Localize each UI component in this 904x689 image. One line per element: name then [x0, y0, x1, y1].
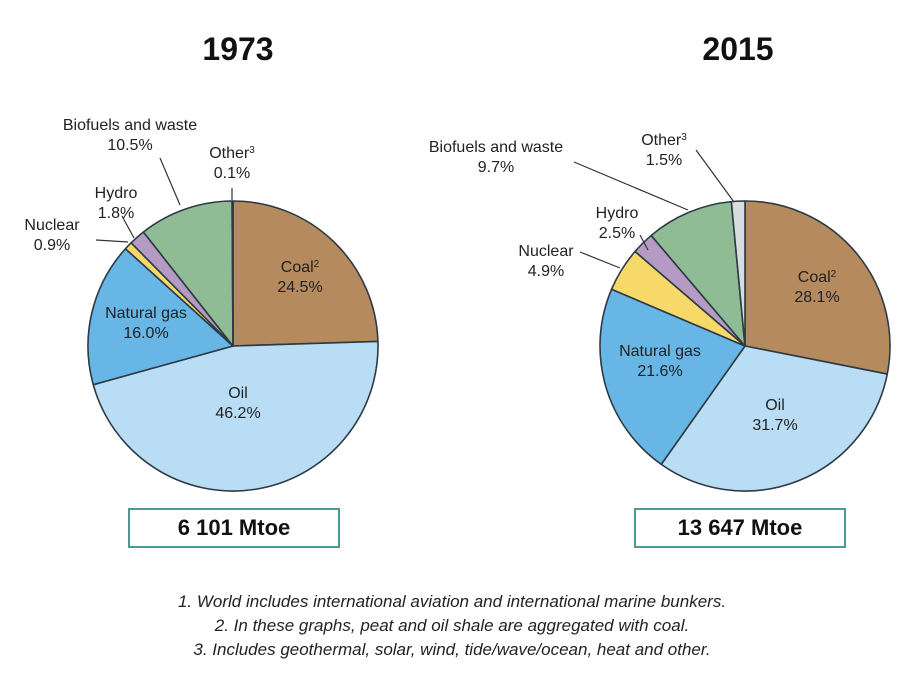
label-hydro-2015: Hydro	[596, 205, 639, 222]
label-biofuels-and-waste-2015: Biofuels and waste	[429, 139, 563, 156]
total-2015-value: 13 647 Mtoe	[677, 515, 803, 540]
leader-nuclear-2015	[579, 251, 621, 269]
value-other-1973: 0.1%	[214, 165, 250, 182]
label-nuclear-1973: Nuclear	[24, 217, 80, 234]
slice-oil-2015	[660, 345, 889, 492]
value-natural-gas-2015: 21.6%	[637, 363, 682, 380]
slice-natural-gas-2015	[599, 288, 746, 466]
total-1973: 6 101 Mtoe	[128, 508, 340, 548]
value-coal-2015: 28.1%	[794, 289, 839, 306]
value-coal-1973: 24.5%	[277, 279, 322, 296]
value-hydro-1973: 1.8%	[98, 205, 134, 222]
chart-title-1973: 1973	[202, 31, 273, 67]
value-nuclear-1973: 0.9%	[34, 237, 70, 254]
footnote-3: 3. Includes geothermal, solar, wind, tid…	[193, 640, 711, 659]
label-oil-1973: Oil	[228, 385, 248, 402]
value-biofuels-and-waste-2015: 9.7%	[478, 159, 514, 176]
label-other-2015: Other3	[641, 132, 687, 150]
total-2015: 13 647 Mtoe	[634, 508, 846, 548]
leader-hydro-2015	[639, 234, 649, 251]
label-hydro-1973: Hydro	[95, 185, 138, 202]
label-coal-2015: Coal2	[798, 269, 837, 287]
footnote-1: 1. World includes international aviation…	[177, 592, 727, 611]
label-biofuels-and-waste-1973: Biofuels and waste	[63, 117, 197, 134]
slice-natural-gas-1973	[87, 247, 234, 386]
value-nuclear-2015: 4.9%	[528, 263, 564, 280]
label-oil-2015: Oil	[765, 397, 785, 414]
value-biofuels-and-waste-1973: 10.5%	[107, 137, 152, 154]
footnote-2: 2. In these graphs, peat and oil shale a…	[214, 616, 690, 635]
label-coal-1973: Coal2	[281, 259, 320, 277]
label-other-1973: Other3	[209, 145, 255, 163]
slice-other-1973	[231, 200, 234, 347]
leader-biofuels-and-waste-1973	[159, 157, 181, 206]
chart-title-2015: 2015	[702, 31, 773, 67]
label-sup-other-2015: 3	[681, 132, 687, 143]
pie-chart-2015: 2015 Coal2 28.1% Oil 31.7% Natural gas 21.6% Nu…	[429, 31, 891, 492]
label-sup-coal-1973: 2	[314, 259, 320, 270]
label-sup-other-1973: 3	[249, 145, 255, 156]
slice-coal-2015	[744, 200, 891, 375]
slice-biofuels-and-waste-2015	[650, 200, 746, 347]
label-sup-coal-2015: 2	[831, 269, 837, 280]
slice-biofuels-and-waste-1973	[142, 200, 234, 347]
slice-oil-1973	[92, 340, 379, 492]
leader-other-2015	[695, 149, 735, 203]
leader-nuclear-1973	[95, 239, 129, 243]
slice-other-2015	[730, 200, 746, 347]
label-nuclear-2015: Nuclear	[518, 243, 574, 260]
leader-biofuels-and-waste-2015	[573, 161, 689, 211]
value-oil-2015: 31.7%	[752, 417, 797, 434]
label-natural-gas-2015: Natural gas	[619, 343, 701, 360]
label-natural-gas-1973: Natural gas	[105, 305, 187, 322]
pie-chart-1973: 1973 Coal2 24.5% Oil 46.2% Natural gas 16.0% Nu…	[24, 31, 379, 492]
value-natural-gas-1973: 16.0%	[123, 325, 168, 342]
total-1973-value: 6 101 Mtoe	[177, 515, 291, 540]
pie-charts: 1973 Coal2 24.5% Oil 46.2% Natural gas 16.0% Nu…	[24, 31, 891, 492]
slice-coal-1973	[232, 200, 379, 347]
footnotes: 1. World includes international aviation…	[0, 590, 904, 662]
leader-hydro-1973	[121, 215, 135, 239]
value-oil-1973: 46.2%	[215, 405, 260, 422]
value-other-2015: 1.5%	[646, 152, 682, 169]
value-hydro-2015: 2.5%	[599, 225, 635, 242]
